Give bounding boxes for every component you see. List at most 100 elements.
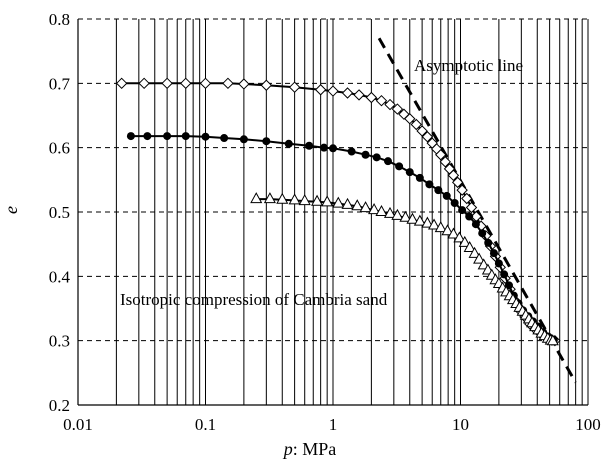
data-point-triangle xyxy=(276,192,289,204)
data-point-circle xyxy=(471,220,480,229)
data-point-diamond xyxy=(341,87,354,99)
data-point-diamond xyxy=(391,103,404,115)
data-point-diamond xyxy=(404,113,416,125)
data-point-circle xyxy=(395,162,404,171)
x-axis-label-unit: : MPa xyxy=(293,439,337,459)
data-point-circle xyxy=(320,143,329,152)
data-point-diamond xyxy=(353,89,365,101)
y-tick-label: 0.4 xyxy=(49,267,71,286)
data-point-diamond xyxy=(456,184,468,196)
data-point-circle xyxy=(239,135,248,144)
data-point-circle xyxy=(372,153,381,162)
data-point-triangle xyxy=(250,192,263,204)
data-point-triangle xyxy=(359,201,372,213)
data-point-circle xyxy=(489,249,498,258)
x-tick-label: 0.01 xyxy=(63,415,93,434)
y-tick-label: 0.3 xyxy=(49,332,70,351)
asymptotic-line xyxy=(377,37,577,384)
data-point-diamond xyxy=(384,98,396,111)
data-point-diamond xyxy=(465,201,478,214)
y-tick-label: 0.7 xyxy=(49,74,71,93)
data-point-circle xyxy=(347,147,356,156)
data-point-circle xyxy=(484,238,493,247)
y-axis-label: e xyxy=(1,206,21,214)
data-point-triangle xyxy=(288,193,301,205)
data-point-circle xyxy=(220,134,229,143)
data-point-circle xyxy=(450,198,459,207)
data-point-circle xyxy=(329,144,337,153)
data-point-triangle xyxy=(375,204,388,216)
data-point-triangle xyxy=(421,216,434,228)
data-point-triangle xyxy=(351,199,364,211)
data-point-circle xyxy=(458,206,467,215)
data-point-circle xyxy=(181,132,190,141)
data-point-circle xyxy=(434,186,443,195)
data-point-triangle xyxy=(263,192,276,204)
data-point-diamond xyxy=(421,131,434,143)
data-point-triangle xyxy=(383,206,397,218)
data-point-circle xyxy=(494,259,503,268)
data-point-triangle xyxy=(298,194,311,206)
data-point-diamond xyxy=(365,91,378,104)
y-tick-label: 0.8 xyxy=(49,10,70,29)
data-point-diamond xyxy=(375,94,388,107)
data-point-triangle xyxy=(453,231,466,243)
data-point-diamond xyxy=(115,77,128,90)
data-point-triangle xyxy=(463,240,476,253)
data-point-diamond xyxy=(314,84,327,96)
data-point-triangle xyxy=(447,227,460,239)
data-point-diamond xyxy=(238,78,250,90)
data-point-triangle xyxy=(458,235,471,247)
data-point-circle xyxy=(415,173,424,182)
data-point-triangle xyxy=(473,252,486,264)
chart-caption: Isotropic compression of Cambria sand xyxy=(120,290,388,309)
data-point-circle xyxy=(305,141,314,150)
data-point-diamond xyxy=(199,77,212,90)
data-point-diamond xyxy=(138,77,150,90)
data-point-triangle xyxy=(468,246,481,258)
data-point-triangle xyxy=(332,196,345,208)
data-point-diamond xyxy=(435,149,447,161)
data-point-triangle xyxy=(406,212,419,224)
x-tick-label: 1 xyxy=(329,415,338,434)
data-point-diamond xyxy=(416,125,428,137)
x-tick-label: 0.1 xyxy=(195,415,216,434)
data-point-circle xyxy=(201,132,210,141)
data-point-triangle xyxy=(546,334,559,346)
data-point-triangle xyxy=(434,221,447,233)
data-point-diamond xyxy=(461,192,473,205)
data-point-circle xyxy=(126,132,135,141)
y-tick-label: 0.2 xyxy=(49,396,70,415)
data-point-circle xyxy=(262,137,271,146)
data-point-circle xyxy=(425,180,434,189)
y-tick-label: 0.6 xyxy=(49,139,70,158)
data-point-circle xyxy=(500,270,509,279)
x-tick-label: 10 xyxy=(452,415,469,434)
data-point-diamond xyxy=(260,79,273,91)
data-point-diamond xyxy=(180,77,192,90)
data-point-circle xyxy=(163,132,172,141)
x-axis-label: p: MPa xyxy=(282,439,337,459)
y-tick-label: 0.5 xyxy=(49,203,70,222)
data-point-diamond xyxy=(161,77,173,90)
data-point-diamond xyxy=(327,85,339,97)
data-point-circle xyxy=(478,229,487,238)
plot-area xyxy=(115,37,577,384)
data-point-circle xyxy=(405,168,414,177)
data-point-diamond xyxy=(288,81,301,93)
data-point-triangle xyxy=(341,197,354,209)
data-point-diamond xyxy=(410,118,422,131)
data-point-diamond xyxy=(447,169,460,182)
data-point-circle xyxy=(143,132,152,141)
data-point-triangle xyxy=(399,210,412,222)
data-point-triangle xyxy=(321,195,334,207)
data-point-triangle xyxy=(441,224,454,236)
axes: 0.01 0.1 1 10 100 0.2 0.3 0.4 0.5 0.6 0.7 0.8 xyxy=(49,10,601,434)
data-point-circle xyxy=(361,150,370,159)
data-point-circle xyxy=(442,191,451,200)
asymptotic-line-label: Asymptotic line xyxy=(414,56,523,75)
data-point-triangle xyxy=(368,203,381,215)
data-point-triangle xyxy=(413,214,426,226)
